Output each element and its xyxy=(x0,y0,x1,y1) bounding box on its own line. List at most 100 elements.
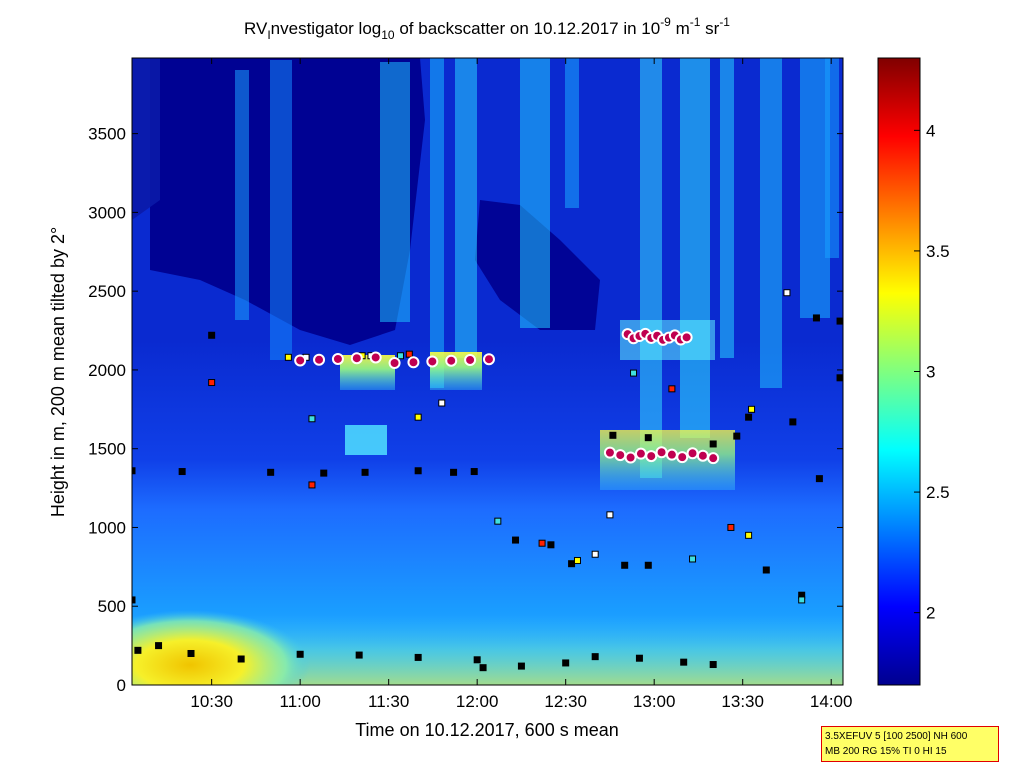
layer-marker xyxy=(635,654,643,662)
x-tick-label: 12:30 xyxy=(544,692,587,711)
layer-marker xyxy=(132,596,136,604)
layer-marker xyxy=(745,413,753,421)
cloud-top-marker xyxy=(676,451,689,464)
layer-marker xyxy=(573,557,581,565)
x-tick-label: 13:00 xyxy=(633,692,676,711)
layer-marker xyxy=(798,596,806,604)
title-part-1: RV xyxy=(244,19,268,38)
layer-marker xyxy=(689,555,697,563)
colorbar-tick-label: 3.5 xyxy=(926,242,950,261)
layer-marker xyxy=(547,541,555,549)
layer-marker xyxy=(512,536,520,544)
x-axis: 10:30 11:00 11:30 12:00 12:30 13:00 13:30 14:00 xyxy=(190,58,852,711)
cloud-top-marker xyxy=(696,449,709,462)
y-tick-label: 3000 xyxy=(88,203,126,222)
layer-marker xyxy=(815,475,823,483)
layer-marker xyxy=(208,379,216,387)
layer-marker xyxy=(668,385,676,393)
layer-marker xyxy=(414,467,422,475)
plume-streak xyxy=(720,58,734,358)
x-axis-label: Time on 10.12.2017, 600 s mean xyxy=(355,720,619,740)
layer-marker xyxy=(479,664,487,672)
layer-marker xyxy=(783,289,791,297)
layer-marker xyxy=(812,314,820,322)
title-sup-3: -9 xyxy=(660,15,671,29)
layer-marker xyxy=(414,413,422,421)
plume-streak xyxy=(680,58,710,438)
cloud-top-marker xyxy=(482,353,495,366)
colorbar xyxy=(878,58,920,685)
y-tick-label: 2500 xyxy=(88,282,126,301)
title-part-4: m xyxy=(671,19,690,38)
layer-marker xyxy=(308,415,316,423)
cloud-top-marker xyxy=(665,448,678,461)
x-tick-label: 14:00 xyxy=(810,692,853,711)
layer-marker xyxy=(473,656,481,664)
chart-title: RVInvestigator log10 of backscatter on 1… xyxy=(244,15,730,42)
plume-streak xyxy=(520,58,550,328)
layer-marker xyxy=(709,661,717,669)
cloud-top-marker xyxy=(655,446,668,459)
y-tick-label: 500 xyxy=(98,597,126,616)
plume-streak xyxy=(380,62,410,322)
layer-marker xyxy=(438,399,446,407)
layer-marker xyxy=(208,331,216,339)
y-tick-label: 0 xyxy=(117,676,126,695)
title-sub-2: 10 xyxy=(381,28,395,42)
layer-marker xyxy=(733,432,741,440)
layer-marker xyxy=(132,467,136,475)
layer-marker xyxy=(621,561,629,569)
cloud-top-marker xyxy=(624,451,637,464)
title-part-5: sr xyxy=(700,19,719,38)
colorbar-tick-label: 2 xyxy=(926,604,935,623)
cloud-top-marker xyxy=(313,353,326,366)
layer-marker xyxy=(134,646,142,654)
marker-layer xyxy=(132,289,843,672)
cloud-top-marker xyxy=(369,351,382,364)
title-part-2: nvestigator log xyxy=(271,19,382,38)
cloud-top-marker xyxy=(603,446,616,459)
layer-marker xyxy=(450,468,458,476)
heatmap-area xyxy=(132,58,843,685)
layer-marker xyxy=(405,350,413,358)
layer-marker xyxy=(284,353,292,361)
cloud-top-marker xyxy=(426,355,439,368)
colorbar-ticks: 2 2.5 3 3.5 4 xyxy=(914,121,950,623)
plume-streak xyxy=(270,60,292,360)
y-tick-label: 1500 xyxy=(88,440,126,459)
y-axis-label: Height in m, 200 m mean tilted by 2° xyxy=(48,227,68,517)
cloud-top-marker xyxy=(388,356,401,369)
layer-marker xyxy=(836,374,843,382)
plume-streak xyxy=(455,58,477,358)
layer-marker xyxy=(494,517,502,525)
layer-marker xyxy=(591,653,599,661)
layer-marker xyxy=(568,560,576,568)
layer-marker xyxy=(155,642,163,650)
settings-info-box: 3.5XEFUV 5 [100 2500] NH 600 MB 200 RG 1… xyxy=(821,726,999,762)
cloud-patch-3 xyxy=(345,425,387,455)
layer-marker xyxy=(762,566,770,574)
plume-streak xyxy=(825,58,839,258)
cloud-top-marker xyxy=(680,331,693,344)
layer-marker xyxy=(789,418,797,426)
layer-marker xyxy=(606,511,614,519)
layer-marker xyxy=(517,662,525,670)
plume-streak xyxy=(640,58,662,478)
colorbar-tick-label: 2.5 xyxy=(926,483,950,502)
layer-marker xyxy=(680,658,688,666)
layer-marker xyxy=(591,550,599,558)
x-tick-label: 12:00 xyxy=(456,692,499,711)
layer-marker xyxy=(727,523,735,531)
x-tick-label: 11:00 xyxy=(280,692,321,711)
y-tick-label: 3500 xyxy=(88,125,126,144)
layer-marker xyxy=(308,481,316,489)
cloud-top-marker xyxy=(686,447,699,460)
cloud-top-marker xyxy=(331,352,344,365)
plume-streak xyxy=(565,58,579,208)
cloud-top-marker xyxy=(645,450,658,463)
plume-streak xyxy=(430,58,444,388)
layer-marker xyxy=(470,468,478,476)
y-tick-label: 2000 xyxy=(88,361,126,380)
cloud-top-marker xyxy=(614,449,627,462)
